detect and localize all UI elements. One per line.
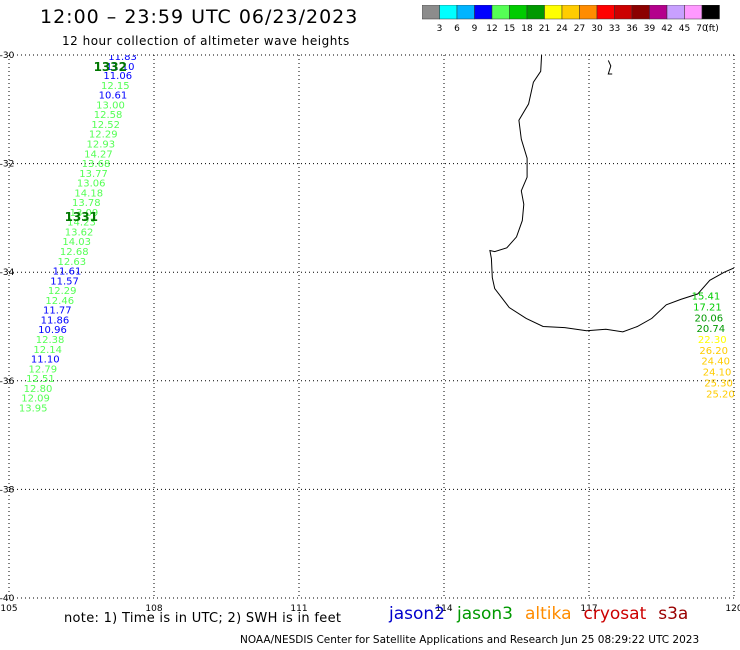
coastline <box>489 55 734 333</box>
legend-label: 42 <box>661 24 672 34</box>
wave-height-value: 13.06 <box>77 179 106 190</box>
wave-height-value: 12.80 <box>24 384 53 395</box>
legend-label: 3 <box>437 24 443 34</box>
wave-height-value: 25.20 <box>706 389 735 400</box>
legend-label: 33 <box>609 24 620 34</box>
wave-height-value: 20.06 <box>695 313 724 324</box>
legend-label: 45 <box>679 24 690 34</box>
wave-height-value: 12.46 <box>45 296 74 307</box>
wave-height-value: 14.27 <box>84 149 113 160</box>
wave-height-value: 15.41 <box>692 292 721 303</box>
legend-label: 24 <box>556 24 568 34</box>
wave-height-value: 12.63 <box>58 257 87 268</box>
credit-line: NOAA/NESDIS Center for Satellite Applica… <box>240 634 700 646</box>
wave-height-value: 12.15 <box>101 81 130 92</box>
legend-label: 27 <box>574 24 585 34</box>
legend-label: 12 <box>486 24 497 34</box>
footer-note: note: 1) Time is in UTC; 2) SWH is in fe… <box>64 611 342 626</box>
x-tick-label: 114 <box>435 604 452 614</box>
wave-height-value: 11.10 <box>106 62 135 73</box>
wave-height-value: 12.68 <box>60 247 89 258</box>
wave-height-value: 22.30 <box>698 335 727 346</box>
x-tick-label: 108 <box>145 604 162 614</box>
color-legend: 3 6 9 12 15 18 21 24 27 30 33 36 39 42 45 70(ft) <box>422 5 720 34</box>
wave-height-value: 11.10 <box>31 355 60 366</box>
wave-height-value: 12.58 <box>94 110 123 121</box>
wave-height-value: 11.06 <box>103 71 132 82</box>
x-tick-label: 111 <box>290 604 307 614</box>
wave-height-value: 12.52 <box>91 120 120 131</box>
satellite-legend: jason2 jason3 altika cryosat s3a <box>389 604 700 624</box>
wave-height-value: 13.68 <box>82 159 111 170</box>
x-tick-label: 120 <box>725 604 740 614</box>
wave-height-value: 25.30 <box>704 378 733 389</box>
chart-title: 12:00 – 23:59 UTC 06/23/2023 <box>40 6 359 28</box>
wave-height-value: 13.95 <box>19 403 48 414</box>
wave-height-value: 20.74 <box>696 324 725 335</box>
wave-height-value: 24.40 <box>701 357 730 368</box>
wave-height-value: 24.10 <box>703 368 732 379</box>
wave-height-value: 12.29 <box>89 130 118 141</box>
track-time-label: 1332 <box>94 60 127 74</box>
y-tick-label: -32 <box>0 160 14 170</box>
track-time-label: 1331 <box>65 210 98 224</box>
wave-height-value: 13.78 <box>72 198 101 209</box>
wave-height-value: 10.61 <box>99 91 128 102</box>
wave-height-value: 12.93 <box>87 140 116 151</box>
wave-height-value: 12.14 <box>33 345 62 356</box>
legend-label: 6 <box>454 24 460 34</box>
wave-height-value: 12.09 <box>21 394 50 405</box>
wave-height-value: 13.09 <box>70 208 99 219</box>
wave-height-value: 13.00 <box>96 100 125 111</box>
satellite-cryosat: cryosat <box>583 604 647 624</box>
wave-height-value: 11.83 <box>108 52 137 63</box>
wave-height-value: 12.29 <box>48 286 77 297</box>
wave-height-value: 14.03 <box>62 237 91 248</box>
legend-unit: (ft) <box>705 24 719 34</box>
legend-label: 39 <box>644 24 656 34</box>
satellite-altika: altika <box>525 604 572 624</box>
x-tick-label: 117 <box>580 604 597 614</box>
legend-label: 18 <box>521 24 533 34</box>
y-tick-label: -38 <box>0 485 15 495</box>
legend-label: 9 <box>472 24 478 34</box>
wave-height-value: 12.38 <box>36 335 65 346</box>
wave-height-value: 11.86 <box>41 315 70 326</box>
satellite-s3a: s3a <box>658 604 689 624</box>
satellite-jason2: jason2 <box>389 604 445 624</box>
wave-height-value: 10.96 <box>38 325 67 336</box>
wave-height-value: 14.18 <box>74 188 103 199</box>
legend-label: 70 <box>696 24 708 34</box>
chart-subtitle: 12 hour collection of altimeter wave hei… <box>62 34 350 48</box>
y-tick-label: -36 <box>0 377 15 387</box>
y-tick-label: -40 <box>0 594 15 604</box>
wave-height-value: 11.77 <box>43 306 72 317</box>
wave-height-value: 12.79 <box>29 364 58 375</box>
legend-swatch <box>701 5 720 20</box>
wave-height-value: 13.77 <box>79 169 108 180</box>
satellite-jason3: jason3 <box>457 604 513 624</box>
legend-label: 30 <box>591 24 603 34</box>
legend-label: 15 <box>504 24 515 34</box>
wave-height-value: 11.61 <box>53 267 82 278</box>
wave-height-value: 17.21 <box>693 302 722 313</box>
legend-label: 36 <box>626 24 638 34</box>
wave-height-value: 26.20 <box>699 346 728 357</box>
legend-label: 21 <box>539 24 550 34</box>
y-tick-label: -34 <box>0 268 15 278</box>
island-outline <box>607 60 613 75</box>
wave-height-value: 13.62 <box>65 227 94 238</box>
wave-height-value: 11.57 <box>50 276 79 287</box>
wave-height-value: 12.51 <box>26 374 55 385</box>
y-tick-label: -30 <box>0 51 15 61</box>
x-tick-label: 105 <box>0 604 17 614</box>
wave-height-value: 14.23 <box>67 218 96 229</box>
